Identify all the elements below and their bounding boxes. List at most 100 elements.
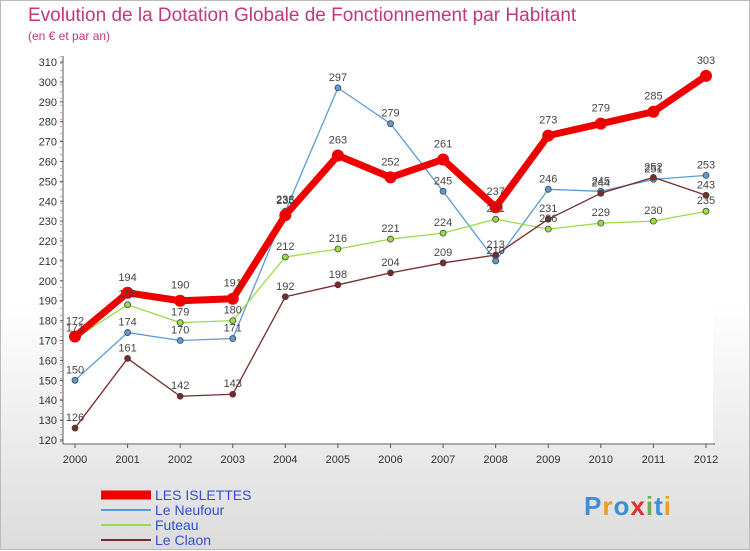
data-point [334, 281, 342, 289]
y-tick-label: 230 [39, 216, 57, 228]
data-label: 209 [434, 247, 452, 259]
data-label: 204 [381, 257, 399, 269]
y-tick-label: 210 [39, 256, 57, 268]
data-label: 224 [434, 217, 452, 229]
chart-title: Evolution de la Dotation Globale de Fonc… [28, 5, 577, 26]
y-tick-label: 250 [39, 176, 57, 188]
data-label: 279 [381, 108, 399, 120]
y-tick-label: 120 [39, 435, 57, 447]
data-point [279, 209, 292, 222]
data-point [124, 329, 131, 336]
x-tick-label: 2011 [642, 454, 666, 466]
data-label: 273 [539, 115, 557, 127]
data-point [229, 335, 237, 342]
data-label: 221 [381, 223, 399, 235]
data-point [226, 292, 239, 305]
chart-subtitle: (en € et par an) [28, 29, 111, 43]
data-point [544, 185, 552, 193]
data-label: 226 [539, 213, 557, 225]
x-tick-label: 2002 [168, 454, 192, 466]
x-tick-label: 2006 [378, 454, 402, 466]
data-point [492, 215, 500, 223]
data-label: 231 [486, 203, 504, 215]
y-tick-label: 150 [39, 375, 57, 387]
x-tick-label: 2012 [694, 454, 718, 466]
y-tick-label: 170 [39, 336, 57, 348]
data-label: 251 [644, 163, 662, 175]
logo-letter: i [645, 491, 655, 521]
data-label: 246 [539, 173, 557, 185]
data-point [384, 171, 397, 184]
data-point [439, 187, 447, 195]
x-tick-label: 2009 [536, 454, 560, 466]
data-point [647, 105, 660, 118]
data-point [597, 189, 605, 197]
x-tick-label: 2005 [326, 454, 350, 466]
data-label: 235 [276, 195, 294, 207]
data-label: 235 [697, 195, 715, 207]
data-label: 263 [329, 135, 347, 147]
data-label: 198 [329, 269, 347, 281]
data-point [702, 191, 710, 199]
data-point [439, 229, 447, 237]
x-tick-label: 2003 [221, 454, 245, 466]
data-point [229, 390, 237, 398]
series-les-islettes [69, 69, 712, 343]
x-tick-label: 2010 [589, 454, 613, 466]
data-label: 230 [644, 205, 662, 217]
data-point [439, 259, 447, 267]
data-point [492, 251, 500, 259]
legend-label: LES ISLETTES [155, 487, 251, 503]
data-label: 171 [224, 323, 242, 335]
legend-label: Le Claon [155, 532, 211, 548]
data-label: 174 [118, 317, 136, 329]
data-label: 213 [486, 239, 504, 251]
data-point [544, 225, 552, 233]
x-tick-label: 2000 [63, 454, 87, 466]
data-point [281, 293, 289, 301]
data-point [387, 269, 394, 277]
data-label: 194 [118, 272, 136, 284]
data-point [650, 173, 657, 181]
data-point [229, 317, 237, 325]
data-label: 285 [644, 91, 662, 103]
data-label: 190 [171, 280, 189, 292]
data-point [489, 201, 502, 214]
data-label: 179 [171, 307, 189, 319]
y-tick-label: 270 [39, 137, 57, 149]
data-point [124, 301, 131, 309]
data-point [176, 319, 184, 327]
data-label: 297 [329, 72, 347, 84]
data-point [121, 286, 134, 299]
y-tick-label: 200 [39, 276, 57, 288]
logo-letter: t [654, 491, 664, 521]
data-point [702, 171, 710, 179]
data-point [334, 245, 342, 253]
data-point [702, 207, 710, 215]
data-label: 244 [592, 177, 610, 189]
data-point [71, 376, 79, 384]
y-tick-label: 300 [39, 77, 57, 89]
x-tick-label: 2008 [483, 454, 507, 466]
data-point [334, 84, 342, 92]
data-label: 252 [381, 156, 399, 168]
data-point [544, 215, 552, 223]
data-label: 231 [539, 203, 557, 215]
data-label: 150 [66, 364, 84, 376]
data-label: 279 [592, 103, 610, 115]
data-label: 252 [644, 161, 662, 173]
x-tick-label: 2001 [115, 454, 139, 466]
y-tick-label: 190 [39, 296, 57, 308]
logo-letter: x [630, 491, 646, 521]
data-point [124, 355, 131, 362]
x-tick-label: 2007 [431, 454, 455, 466]
series-le-claon [71, 173, 710, 432]
data-point [387, 235, 394, 243]
legend-label: Futeau [155, 517, 199, 533]
data-label: 237 [486, 186, 504, 198]
data-label: 245 [592, 175, 610, 187]
data-label: 303 [697, 55, 715, 67]
data-label: 233 [276, 194, 294, 206]
data-label: 216 [329, 233, 347, 245]
